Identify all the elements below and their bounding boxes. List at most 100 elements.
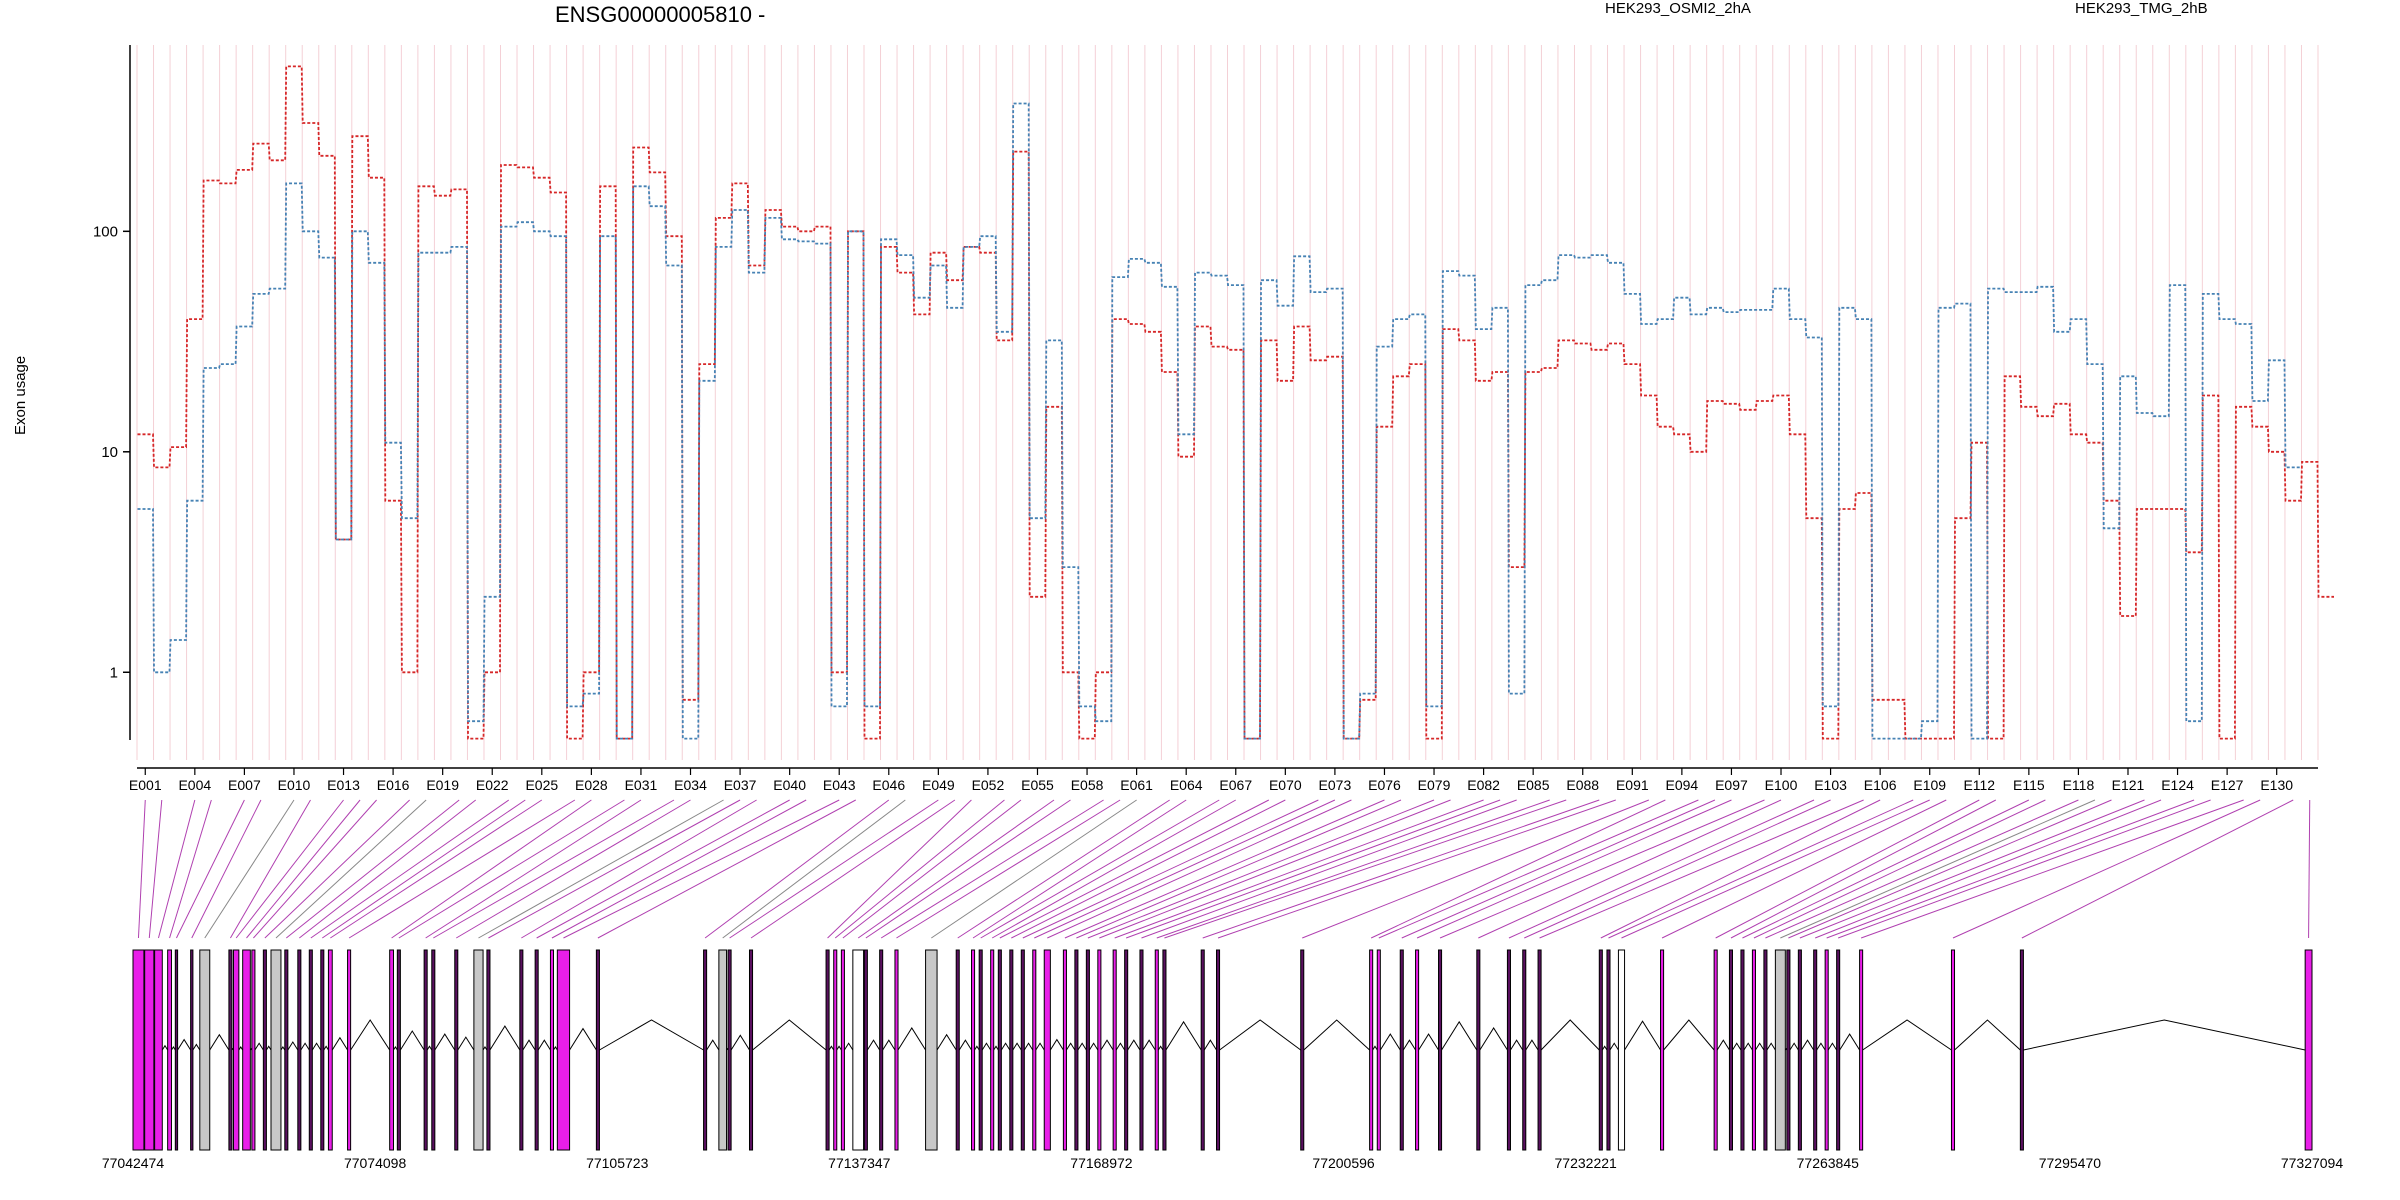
exon-box <box>1950 949 1956 1151</box>
exon-box <box>978 949 983 1151</box>
connector-line <box>991 799 1237 939</box>
connector-line <box>229 799 311 939</box>
x-tick-label: E004 <box>178 777 211 793</box>
exon-box <box>297 949 302 1151</box>
connector-line <box>1621 799 1930 939</box>
exon-box <box>955 949 960 1151</box>
intron-line <box>1755 1042 1765 1051</box>
connector-line <box>322 799 526 939</box>
x-tick-label: E085 <box>1517 777 1550 793</box>
intron-line <box>1766 1042 1776 1051</box>
exon-box <box>1774 949 1786 1151</box>
intron-line <box>1379 1033 1401 1051</box>
connector-line <box>1202 799 1600 939</box>
exon-box <box>454 949 459 1151</box>
intron-line <box>1023 1042 1034 1051</box>
exon-box <box>519 949 524 1151</box>
intron-line <box>399 1030 425 1051</box>
y-tick-label: 100 <box>93 223 118 240</box>
connector-line <box>191 799 262 939</box>
exon-connectors <box>137 799 2311 939</box>
intron-line <box>177 1038 192 1051</box>
connector-line <box>433 799 675 939</box>
connector-line <box>275 799 427 939</box>
exon-box <box>703 949 708 1151</box>
connector-line <box>264 799 410 939</box>
x-tick-label: E130 <box>2260 777 2293 793</box>
exon-box <box>2304 949 2313 1151</box>
connector-line <box>148 799 163 939</box>
exon-box <box>190 949 194 1151</box>
connector-line <box>1753 799 2046 939</box>
exon-box <box>852 949 865 1151</box>
x-tick-label: E016 <box>377 777 410 793</box>
intron-line <box>171 1045 176 1051</box>
exon-box <box>1537 949 1542 1151</box>
connector-line <box>1047 799 1352 939</box>
connector-line <box>722 799 906 939</box>
exon-box <box>1506 949 1511 1151</box>
intron-line <box>1088 1042 1099 1051</box>
exon-box <box>718 949 728 1151</box>
connector-line <box>597 799 856 939</box>
exon-box <box>1043 949 1051 1151</box>
exon-box <box>431 949 436 1151</box>
exon-box <box>1020 949 1025 1151</box>
intron-line <box>482 1045 488 1051</box>
connector-line <box>729 799 939 939</box>
intron-line <box>752 1019 827 1051</box>
connector-line <box>1156 799 1550 939</box>
x-tick-label: E052 <box>972 777 1005 793</box>
series-line-1 <box>137 65 2334 740</box>
intron-line <box>537 1039 551 1051</box>
genomic-tick-label: 77137347 <box>828 1155 891 1171</box>
x-tick-label: E046 <box>872 777 905 793</box>
exon-box <box>1598 949 1603 1151</box>
x-tick-label: E034 <box>674 777 707 793</box>
x-tick-label: E121 <box>2112 777 2145 793</box>
exon-box <box>997 949 1002 1151</box>
y-tick-label: 10 <box>101 444 118 461</box>
x-tick-label: E019 <box>426 777 459 793</box>
x-tick-label: E073 <box>1319 777 1352 793</box>
connector-line <box>425 799 642 939</box>
intron-line <box>1165 1020 1202 1051</box>
intron-line <box>828 1045 835 1051</box>
connector-line <box>235 799 344 939</box>
exon-box <box>1399 949 1404 1151</box>
exon-box <box>308 949 313 1151</box>
connector-line <box>999 799 1270 939</box>
intron-line <box>489 1025 521 1051</box>
connector-line <box>1860 799 2244 939</box>
exon-box <box>396 949 401 1151</box>
connector-line <box>521 799 757 939</box>
connector-line <box>310 799 510 939</box>
intron-line <box>457 1036 475 1051</box>
exon-box <box>1786 949 1791 1151</box>
intron-line <box>882 1039 896 1051</box>
x-tick-label: E040 <box>773 777 806 793</box>
intron-line <box>553 1045 558 1051</box>
exon-box <box>486 949 491 1151</box>
intron-line <box>1203 1039 1217 1051</box>
connector-line <box>1302 799 1650 939</box>
exon-box <box>1032 949 1037 1151</box>
connector-line <box>286 799 460 939</box>
connector-line <box>330 799 543 939</box>
exon-box <box>549 949 555 1151</box>
exon-box <box>144 949 155 1151</box>
intron-line <box>866 1039 881 1051</box>
genomic-tick-label: 77105723 <box>586 1155 649 1171</box>
x-tick-label: E061 <box>1120 777 1153 793</box>
intron-line <box>323 1045 329 1051</box>
exon-box <box>174 949 179 1151</box>
genomic-tick-label: 77200596 <box>1312 1155 1375 1171</box>
exon-box <box>1124 949 1129 1151</box>
legend-series-2: HEK293_TMG_2hB <box>2075 0 2208 17</box>
intron-line <box>1372 1045 1378 1051</box>
connector-line <box>865 799 1071 939</box>
x-tick-label: E010 <box>278 777 311 793</box>
intron-line <box>192 1043 201 1051</box>
x-tick-label: E007 <box>228 777 261 793</box>
connector-line <box>1125 799 1501 939</box>
